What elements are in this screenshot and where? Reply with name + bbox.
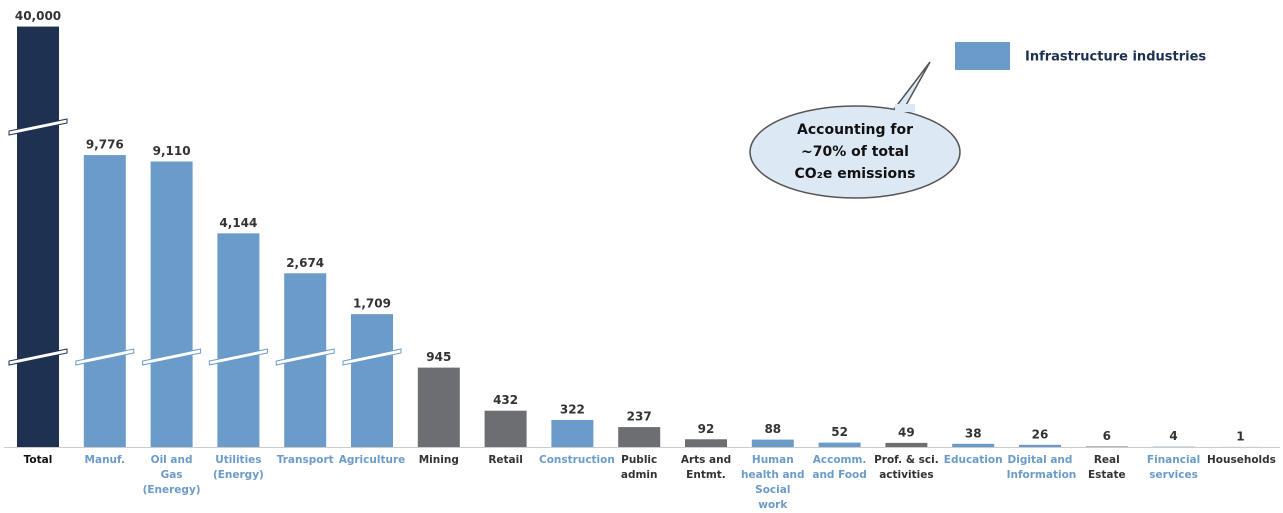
bar — [217, 233, 260, 447]
x-tick-label: Retail — [488, 454, 523, 466]
callout-tail — [893, 61, 931, 109]
annotation: Accounting for — [797, 122, 913, 138]
x-tick-label: Construction — [539, 454, 615, 466]
x-tick-label: Real Estate — [1087, 454, 1126, 481]
bar — [1085, 446, 1128, 447]
value-label: 88 — [764, 422, 781, 436]
bar — [952, 443, 995, 447]
value-label: 26 — [1032, 427, 1049, 441]
x-tick-label: Public admin — [620, 454, 658, 481]
axis-break — [142, 348, 202, 366]
value-label: 6 — [1103, 429, 1111, 443]
value-label: 322 — [560, 402, 585, 416]
x-tick-label: Oil and Gas (Eneregy) — [142, 454, 201, 496]
value-label: 237 — [627, 410, 652, 424]
axis-break — [75, 348, 135, 366]
bar — [351, 314, 393, 447]
bar — [1019, 444, 1061, 447]
x-tick-label: Households — [1207, 454, 1276, 466]
axis-break — [8, 348, 68, 366]
bar — [618, 427, 661, 447]
bar — [551, 419, 594, 447]
x-tick-label: Utilities (Energy) — [212, 454, 264, 481]
annotation: CO₂e emissions — [795, 166, 916, 182]
value-label: 4,144 — [219, 216, 257, 230]
x-tick-label: Total — [23, 454, 53, 466]
value-label: 40,000 — [15, 9, 61, 23]
value-label: 2,674 — [286, 256, 324, 270]
bar — [417, 367, 460, 447]
x-tick-label: Human health and Social work — [741, 454, 805, 511]
value-label: 432 — [493, 393, 518, 407]
callout-join — [895, 104, 915, 112]
value-label: 9,776 — [86, 138, 124, 152]
x-tick-label: Prof. & sci. activities — [874, 454, 939, 481]
axis-break — [8, 118, 68, 136]
bar — [685, 439, 727, 447]
value-label: 49 — [898, 425, 915, 439]
x-tick-label: Education — [943, 454, 1003, 466]
value-label: 38 — [965, 426, 982, 440]
x-tick-label: Financial services — [1146, 454, 1201, 481]
bar — [751, 439, 794, 447]
value-label: 4 — [1169, 429, 1177, 443]
callout — [749, 105, 961, 199]
bar — [83, 155, 126, 447]
value-label: 945 — [426, 350, 451, 364]
axis-break — [342, 348, 402, 366]
x-tick-label: Accomm. and Food — [812, 454, 867, 481]
value-label: 92 — [698, 422, 715, 436]
x-tick-label: Agriculture — [338, 454, 406, 466]
value-label: 9,110 — [153, 144, 191, 158]
value-label: 1 — [1236, 429, 1244, 443]
x-tick-label: Mining — [418, 454, 459, 466]
x-tick-label: Manuf. — [84, 454, 126, 466]
value-label: 52 — [831, 425, 848, 439]
x-tick-label: Transport — [276, 454, 334, 466]
value-label: 1,709 — [353, 297, 391, 311]
bar — [885, 442, 928, 447]
axis-break — [208, 348, 268, 366]
x-tick-label: Arts and Entmt. — [680, 454, 732, 481]
bar — [150, 161, 193, 447]
x-tick-label: Digital and Information — [1006, 454, 1077, 481]
bar — [484, 410, 527, 447]
legend-swatch — [955, 42, 1010, 70]
bar — [17, 26, 59, 447]
bar — [818, 442, 861, 447]
legend-label: Infrastructure industries — [1025, 50, 1206, 65]
annotation: ~70% of total — [801, 144, 909, 160]
axis-break — [275, 348, 335, 366]
